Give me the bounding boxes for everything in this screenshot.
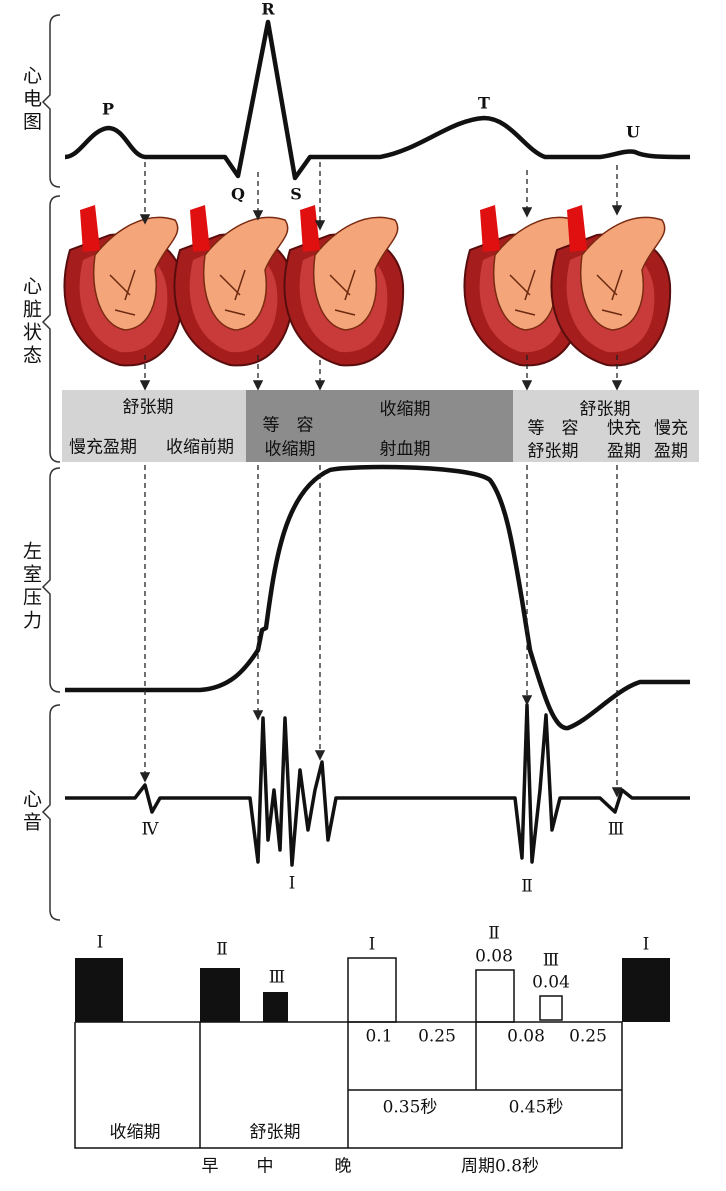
phase-label: 盈期	[607, 442, 641, 462]
heart-icon	[173, 204, 295, 367]
wave-label: U	[626, 123, 640, 142]
phase-label: 收缩前期	[166, 438, 234, 458]
row-label: 左室压力	[20, 541, 42, 633]
phase-label: 射血期	[380, 440, 431, 460]
sound-block	[75, 958, 123, 1022]
interval-label: 0.25	[569, 1027, 607, 1047]
phase-label: 中	[257, 1157, 274, 1177]
sound-block	[539, 995, 563, 1021]
phase-label: 等 容	[528, 419, 579, 439]
sound-label: Ⅰ	[369, 935, 376, 955]
interval-label: 0.25	[418, 1027, 456, 1047]
sound-label: Ⅱ	[488, 924, 500, 944]
sound-block	[622, 958, 670, 1022]
phase-label: 慢充盈期	[69, 437, 137, 458]
sound-label: Ⅰ	[643, 935, 650, 955]
duration-label: 0.35秒	[383, 1098, 438, 1118]
brace	[41, 467, 61, 693]
wave-label: S	[290, 185, 302, 204]
heart-icon	[283, 204, 405, 367]
row-label: 心脏状态	[20, 276, 42, 368]
timeline-frame	[74, 1021, 623, 1149]
wave-label: Q	[231, 185, 245, 204]
duration-label: 0.04	[532, 973, 570, 993]
sound-label: Ⅲ	[608, 820, 624, 840]
sound-label: Ⅲ	[269, 968, 285, 988]
interval-label: 0.08	[507, 1027, 545, 1047]
brace	[41, 704, 61, 921]
sound-block	[475, 969, 515, 1023]
phase-label: 舒张期	[123, 398, 174, 418]
phase-label: 快充	[607, 419, 641, 439]
brace	[41, 14, 61, 188]
phase-label: 收缩期	[380, 400, 431, 420]
wave-label: P	[102, 100, 114, 119]
sound-label: Ⅳ	[142, 820, 160, 840]
pressure-curve	[65, 464, 690, 731]
phase-label: 早	[202, 1157, 219, 1177]
phase-band	[513, 390, 699, 462]
phase-label: 晚	[335, 1157, 352, 1177]
phase-label: 舒张期	[580, 400, 631, 420]
dashed-arrows	[139, 162, 623, 798]
phase-label: 舒张期	[528, 442, 579, 462]
phase-label: 收缩期	[265, 440, 316, 460]
sound-block	[200, 968, 240, 1022]
duration-label: 0.08	[475, 947, 513, 967]
row-label: 心音	[20, 789, 42, 835]
phase-band	[246, 390, 513, 462]
sound-label: Ⅱ	[521, 877, 533, 897]
cycle-label: 周期0.8秒	[461, 1157, 539, 1177]
interval-label: 0.1	[365, 1027, 392, 1047]
phase-label: 舒张期	[250, 1123, 301, 1143]
sound-label: Ⅰ	[97, 933, 104, 953]
sound-label: Ⅲ	[543, 951, 559, 971]
phase-label: 等 容	[263, 416, 314, 436]
sound-label: Ⅱ	[216, 940, 228, 960]
wave-label: T	[478, 94, 490, 113]
duration-label: 0.45秒	[509, 1098, 564, 1118]
phase-label: 盈期	[654, 442, 688, 462]
phase-label: 收缩期	[110, 1123, 161, 1143]
phase-label: 慢充	[654, 418, 688, 439]
sound-curve	[65, 703, 690, 867]
phase-band	[62, 390, 246, 462]
heart-icon	[550, 204, 672, 367]
wave-label: R	[261, 0, 275, 19]
sound-block	[347, 957, 397, 1023]
sound-block	[263, 992, 288, 1022]
ecg-curve	[64, 19, 691, 181]
row-label: 心电图	[20, 66, 42, 135]
sound-label: Ⅰ	[289, 874, 296, 894]
brace	[41, 195, 61, 463]
heart-icon	[63, 204, 185, 367]
